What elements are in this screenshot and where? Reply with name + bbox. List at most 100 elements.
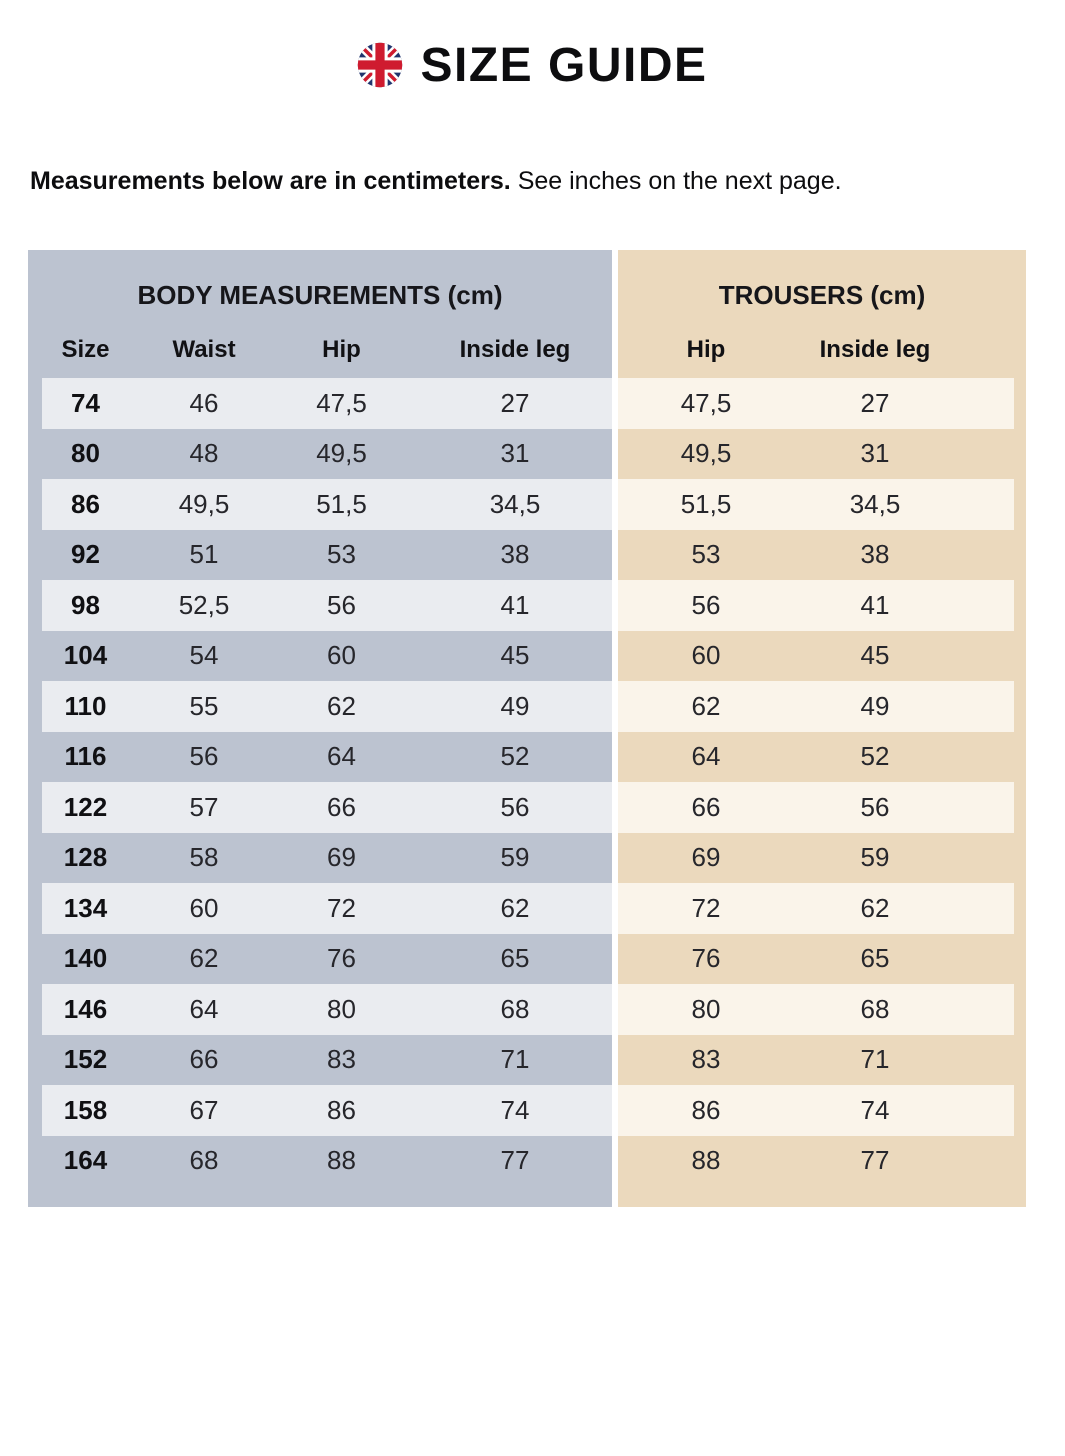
hip-value: 62 [327,690,356,721]
trousers-hip-value: 49,5 [680,438,732,469]
trousers-inside-leg-value: 65 [860,943,890,974]
trousers-hip-value: 83 [691,1044,721,1075]
page-header: SIZE GUIDE [0,36,1065,94]
inside-leg-value: 49 [500,690,530,721]
trousers-row-86: 51,5 34,5 [618,479,1026,530]
hip-value: 72 [327,892,356,923]
size-guide-page: SIZE GUIDE Measurements below are in cen… [0,36,1065,1207]
inside-leg-value: 31 [500,438,530,469]
column-header-trousers-inside-leg: Inside leg [819,336,931,363]
hip-value: 53 [327,539,356,570]
hip-value: 64 [327,741,356,772]
waist-value: 64 [189,993,219,1024]
column-header-trousers-hip: Hip [686,336,726,363]
size-value: 140 [63,943,108,974]
trousers-row-134: 72 62 [618,883,1026,934]
trousers-inside-leg-value: 74 [860,1094,890,1125]
body-measurements-title: BODY MEASUREMENTS (cm) [137,280,503,310]
hip-value: 60 [327,640,356,671]
size-value: 80 [71,438,100,469]
inside-leg-value: 74 [500,1094,530,1125]
body-measurements-section: BODY MEASUREMENTS (cm) Size Waist Hip In… [28,250,612,1207]
size-value: 134 [63,892,108,923]
trousers-row-92: 53 38 [618,530,1026,581]
size-table: BODY MEASUREMENTS (cm) Size Waist Hip In… [28,250,1065,1207]
uk-flag-icon [357,42,403,88]
trousers-inside-leg-value: 34,5 [849,488,901,519]
body-row-152: 152 66 83 71 [28,1035,612,1086]
units-note-emphasis: Measurements below are in centimeters. [30,167,511,195]
body-row-86: 86 49,5 51,5 34,5 [28,479,612,530]
trousers-hip-value: 51,5 [680,488,732,519]
inside-leg-value: 62 [500,892,530,923]
trousers-section: TROUSERS (cm) Hip Inside leg 47,5 27 49,5 3… [618,250,1026,1207]
units-note-detail: See inches on the next page. [510,167,842,195]
hip-value: 49,5 [316,438,367,469]
body-row-158: 158 67 86 74 [28,1085,612,1136]
size-value: 110 [64,690,107,721]
inside-leg-value: 45 [500,640,530,671]
column-header-waist: Waist [172,336,236,363]
size-value: 146 [63,993,108,1024]
waist-value: 68 [189,1145,219,1176]
inside-leg-value: 27 [500,387,530,418]
trousers-inside-leg-value: 49 [860,690,890,721]
inside-leg-value: 56 [500,791,530,822]
trousers-inside-leg-value: 59 [860,842,890,873]
trousers-inside-leg-value: 41 [860,589,890,620]
waist-value: 60 [189,892,219,923]
trousers-hip-value: 64 [691,741,721,772]
hip-value: 51,5 [316,488,367,519]
waist-value: 58 [189,842,219,873]
inside-leg-value: 59 [500,842,530,873]
hip-value: 86 [327,1094,356,1125]
trousers-inside-leg-value: 56 [860,791,890,822]
size-value: 104 [63,640,108,671]
waist-value: 62 [189,943,219,974]
body-measurements-column-headers: Size Waist Hip Inside leg [28,322,612,378]
trousers-inside-leg-value: 31 [860,438,890,469]
size-value: 98 [71,589,100,620]
hip-value: 69 [327,842,356,873]
trousers-hip-value: 56 [691,589,721,620]
body-row-92: 92 51 53 38 [28,530,612,581]
waist-value: 48 [189,438,219,469]
trousers-row-152: 83 71 [618,1035,1026,1086]
size-value: 86 [71,488,100,519]
size-value: 158 [63,1094,108,1125]
trousers-column-headers: Hip Inside leg [618,322,1026,378]
size-value: 122 [63,791,108,822]
trousers-hip-value: 60 [691,640,721,671]
trousers-inside-leg-value: 45 [860,640,890,671]
trousers-inside-leg-value: 68 [860,993,890,1024]
trousers-hip-value: 69 [691,842,721,873]
body-row-164: 164 68 88 77 [28,1136,612,1187]
size-value: 152 [63,1044,108,1075]
body-rows: 74 46 47,5 27 80 48 49,5 31 86 49,5 51,5 34,5 92 51 53… [28,378,612,1186]
trousers-hip-value: 66 [691,791,721,822]
hip-value: 66 [327,791,356,822]
inside-leg-value: 68 [500,993,530,1024]
page-title: SIZE GUIDE [420,38,708,92]
waist-value: 52,5 [178,589,230,620]
waist-value: 67 [189,1094,219,1125]
hip-value: 88 [327,1145,356,1176]
trousers-hip-value: 47,5 [680,387,732,418]
trousers-hip-value: 86 [691,1094,721,1125]
hip-value: 83 [327,1044,356,1075]
hip-value: 56 [327,589,356,620]
inside-leg-value: 77 [500,1145,530,1176]
body-row-110: 110 55 62 49 [28,681,612,732]
trousers-row-128: 69 59 [618,833,1026,884]
hip-value: 47,5 [316,387,367,418]
trousers-inside-leg-value: 27 [860,387,890,418]
body-row-134: 134 60 72 62 [28,883,612,934]
waist-value: 49,5 [178,488,230,519]
size-value: 116 [64,741,107,772]
trousers-inside-leg-value: 38 [860,539,890,570]
trousers-hip-value: 72 [691,892,721,923]
trousers-row-74: 47,5 27 [618,378,1026,429]
units-note: Measurements below are in centimeters. S… [30,166,1035,196]
column-header-size: Size [61,336,110,363]
body-row-80: 80 48 49,5 31 [28,429,612,480]
